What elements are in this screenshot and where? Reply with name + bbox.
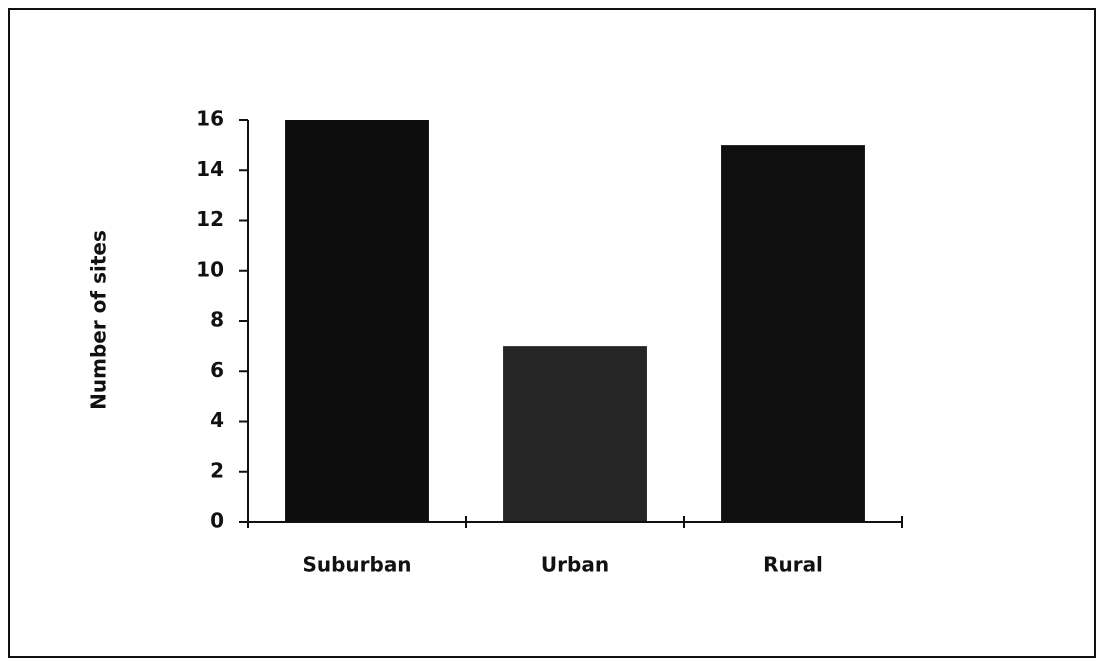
frame [8,8,1096,658]
y-tick-label: 6 [210,358,224,382]
bar [503,346,647,522]
y-tick-label: 2 [210,458,224,482]
y-tick-label: 4 [210,408,224,432]
bar [285,120,429,522]
x-tick-label: Urban [541,553,609,577]
x-tick-label: Suburban [302,553,411,577]
y-tick-label: 16 [196,107,224,131]
y-tick-label: 14 [196,157,224,181]
y-tick-label: 0 [210,509,224,533]
y-tick-label: 8 [210,308,224,332]
x-tick-label: Rural [763,553,823,577]
y-tick-label: 10 [196,257,224,281]
y-axis-label: Number of sites [87,230,111,410]
bar [721,145,865,522]
y-tick-label: 12 [196,207,224,231]
